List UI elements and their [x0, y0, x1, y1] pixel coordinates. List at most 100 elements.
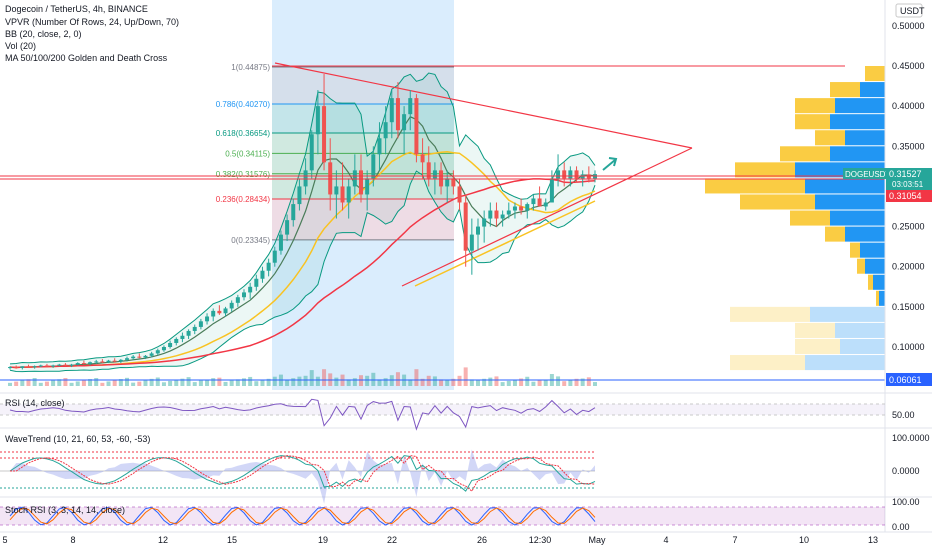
- candle-body: [88, 362, 93, 364]
- rsi-tick: 50.00: [892, 410, 915, 420]
- volume-bar: [476, 380, 480, 386]
- candle-body: [500, 214, 505, 219]
- up-arrow-icon: [602, 157, 618, 171]
- volume-bar: [359, 375, 363, 386]
- volume-bar: [106, 381, 111, 386]
- volume-bar: [229, 380, 234, 386]
- time-tick: 4: [663, 535, 668, 545]
- price-tick: 0.10000: [892, 342, 925, 352]
- price-tick: 0.45000: [892, 61, 925, 71]
- candle-body: [235, 297, 240, 303]
- candle-body: [8, 367, 12, 369]
- volume-bar: [346, 379, 351, 386]
- volume-bar: [506, 380, 511, 386]
- vp-row-up: [835, 98, 885, 114]
- volume-bar: [297, 376, 302, 386]
- volume-bar: [260, 380, 265, 386]
- volume-bar: [192, 382, 197, 386]
- candle-body: [192, 326, 197, 331]
- currency-badge[interactable]: USDT: [895, 3, 925, 18]
- time-tick: 19: [318, 535, 328, 545]
- triangle-drawing[interactable]: [272, 62, 845, 287]
- vp-row-down: [790, 210, 830, 226]
- volume-bar: [389, 375, 394, 386]
- candle-body: [346, 186, 351, 203]
- price-tick: 0.20000: [892, 262, 925, 272]
- indicator-bb: BB (20, close, 2, 0): [5, 29, 82, 39]
- volume-bar: [100, 382, 105, 386]
- svg-text:USDT: USDT: [900, 6, 925, 16]
- volume-bar: [383, 378, 388, 386]
- candle-body: [488, 210, 493, 219]
- wavetrend-pane[interactable]: WaveTrend (10, 21, 60, 53, -60, -53) 100…: [0, 433, 930, 504]
- candle-body: [476, 226, 480, 235]
- volume-bar: [242, 378, 246, 386]
- candle-body: [100, 361, 105, 363]
- volume-bar: [291, 378, 296, 386]
- fib-level-label: 0.236(0.28434): [216, 195, 271, 204]
- candle-body: [549, 178, 554, 203]
- candle-body: [426, 162, 431, 179]
- candle-body: [371, 154, 376, 179]
- wavetrend-label: WaveTrend (10, 21, 60, 53, -60, -53): [5, 434, 150, 444]
- volume-bar: [63, 378, 68, 386]
- candle-body: [340, 186, 345, 203]
- volume-bar: [365, 375, 370, 386]
- vp-row-down: [730, 355, 805, 371]
- volume-bar: [556, 376, 561, 386]
- stoch-tick-100: 100.00: [892, 497, 920, 507]
- vp-row-up: [840, 338, 885, 355]
- svg-text:0.31054: 0.31054: [889, 191, 922, 201]
- candle-body: [180, 335, 185, 339]
- fib-level-label: 0(0.23345): [231, 236, 270, 245]
- fib-zone: [272, 67, 454, 104]
- volume-bar: [94, 378, 99, 386]
- blue-price-tag: 0.06061: [886, 373, 932, 386]
- volume-bar: [303, 375, 308, 386]
- volume-bar: [463, 367, 468, 386]
- volume-bar: [395, 372, 400, 386]
- volume-bar: [149, 378, 154, 386]
- volume-bar: [352, 378, 357, 386]
- vp-row-down: [705, 178, 805, 194]
- candle-body: [149, 353, 154, 356]
- vp-row-down: [730, 306, 810, 322]
- ma-short-line: [9, 116, 596, 369]
- candle-body: [334, 186, 339, 195]
- wavetrend-tick-100: 100.0000: [892, 433, 930, 443]
- candle-body: [272, 250, 277, 263]
- candle-body: [322, 106, 327, 163]
- fib-level-label: 0.5(0.34115): [225, 149, 270, 158]
- vp-row-up: [830, 210, 885, 226]
- rsi-label: RSI (14, close): [5, 398, 65, 408]
- volume-bar: [248, 376, 253, 386]
- candle-body: [568, 170, 573, 179]
- candle-body: [32, 366, 37, 368]
- candlestick-series[interactable]: [8, 74, 597, 370]
- volume-bar: [432, 376, 437, 386]
- vp-row-down: [825, 226, 845, 242]
- time-tick: 22: [387, 535, 397, 545]
- candle-body: [389, 98, 394, 123]
- fib-zone: [272, 153, 454, 174]
- candle-body: [248, 286, 253, 293]
- volume-bar: [562, 381, 567, 386]
- volume-bar: [235, 379, 240, 386]
- bb-fill: [10, 73, 595, 372]
- volume-bar: [254, 381, 259, 386]
- candle-body: [223, 308, 228, 314]
- candle-body: [359, 170, 363, 195]
- volume-bar: [180, 378, 185, 386]
- candle-body: [506, 210, 511, 215]
- stoch-pane[interactable]: Stoch RSI (3, 3, 14, 14, close) 100.00 0…: [0, 497, 920, 532]
- volume-bar: [574, 378, 579, 386]
- volume-bar: [593, 382, 597, 386]
- time-tick: 8: [70, 535, 75, 545]
- rsi-pane[interactable]: RSI (14, close) 50.00: [0, 398, 915, 431]
- candle-body: [574, 170, 579, 179]
- moving-averages: [9, 116, 596, 369]
- volume-bar: [137, 381, 142, 386]
- time-axis[interactable]: 5 8 12 15 19 22 26 12:30 May 4 7 10 13: [2, 535, 878, 545]
- candle-body: [463, 202, 468, 251]
